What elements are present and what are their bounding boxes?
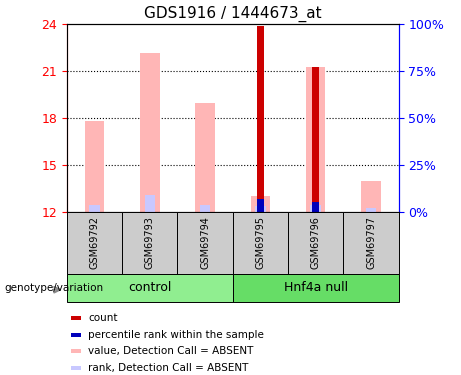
- Bar: [310, 205, 321, 212]
- Bar: [313, 202, 319, 212]
- Bar: [71, 316, 81, 320]
- Bar: [257, 199, 264, 212]
- Text: value, Detection Call = ABSENT: value, Detection Call = ABSENT: [89, 346, 254, 356]
- Bar: [288, 212, 343, 274]
- Text: rank, Detection Call = ABSENT: rank, Detection Call = ABSENT: [89, 363, 249, 373]
- Bar: [343, 212, 399, 274]
- Bar: [251, 196, 270, 212]
- Bar: [233, 212, 288, 274]
- Text: count: count: [89, 313, 118, 323]
- Bar: [144, 195, 155, 212]
- Bar: [67, 212, 122, 274]
- Bar: [313, 67, 319, 212]
- Bar: [233, 274, 399, 302]
- Bar: [71, 350, 81, 354]
- Bar: [122, 212, 177, 274]
- Bar: [200, 205, 211, 212]
- Bar: [85, 121, 104, 212]
- Bar: [71, 333, 81, 337]
- Bar: [71, 366, 81, 370]
- Bar: [306, 67, 325, 212]
- Text: GSM69797: GSM69797: [366, 216, 376, 269]
- Text: genotype/variation: genotype/variation: [5, 283, 104, 293]
- Text: Hnf4a null: Hnf4a null: [284, 281, 348, 294]
- Bar: [257, 26, 264, 212]
- Bar: [140, 53, 160, 212]
- Bar: [366, 208, 377, 212]
- Bar: [361, 181, 381, 212]
- Text: GSM69795: GSM69795: [255, 216, 266, 269]
- Title: GDS1916 / 1444673_at: GDS1916 / 1444673_at: [144, 5, 322, 22]
- Bar: [67, 274, 233, 302]
- Bar: [195, 102, 215, 212]
- Text: control: control: [128, 281, 171, 294]
- Bar: [177, 212, 233, 274]
- Bar: [89, 205, 100, 212]
- Text: GSM69796: GSM69796: [311, 216, 321, 269]
- Text: GSM69792: GSM69792: [89, 216, 100, 269]
- Text: percentile rank within the sample: percentile rank within the sample: [89, 330, 264, 340]
- Text: GSM69793: GSM69793: [145, 216, 155, 269]
- Text: GSM69794: GSM69794: [200, 216, 210, 269]
- Bar: [255, 206, 266, 212]
